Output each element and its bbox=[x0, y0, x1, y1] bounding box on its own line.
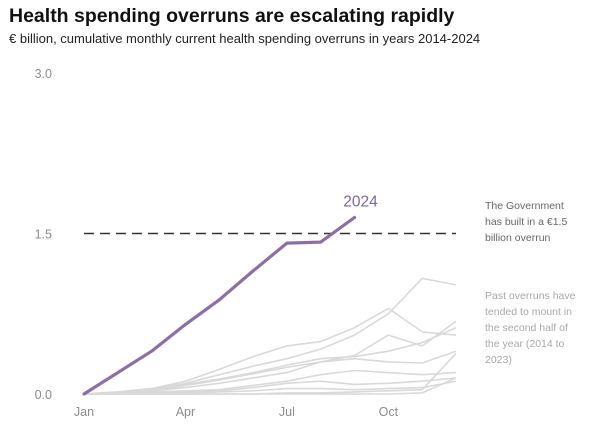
x-tick-label: Apr bbox=[176, 405, 195, 419]
past-year-line bbox=[83, 307, 457, 395]
past-year-line bbox=[84, 377, 457, 395]
past-year-line bbox=[83, 350, 457, 395]
annotation-line: 2023) bbox=[485, 354, 512, 366]
x-tick-label: Jan bbox=[74, 405, 94, 419]
chart-title: Health spending overruns are escalating … bbox=[9, 5, 455, 27]
y-axis: 0.0 1.5 3.0 bbox=[35, 67, 52, 402]
past-year-line bbox=[83, 277, 457, 395]
highlight-series-group: 2024 bbox=[82, 193, 378, 396]
annotation-line: The Government bbox=[485, 200, 564, 212]
annotation-line: billion overrun bbox=[485, 232, 551, 244]
y-tick-label: 3.0 bbox=[35, 67, 52, 81]
annotations: The Government has built in a €1.5 billion… bbox=[485, 200, 576, 366]
series-2024-label: 2024 bbox=[343, 193, 378, 210]
chart-subtitle: € billion, cumulative monthly current he… bbox=[9, 31, 481, 46]
annotation-line: Past overruns have bbox=[485, 290, 576, 302]
annotation-line: has built in a €1.5 bbox=[485, 216, 567, 228]
y-tick-label: 0.0 bbox=[35, 388, 52, 402]
past-year-line bbox=[83, 326, 457, 395]
annotation-line: tended to mount in bbox=[485, 306, 572, 318]
y-tick-label: 1.5 bbox=[35, 228, 52, 242]
past-years-series-group bbox=[83, 277, 457, 395]
x-tick-label: Oct bbox=[379, 405, 399, 419]
past-year-line bbox=[84, 377, 457, 395]
past-year-line bbox=[84, 380, 457, 395]
x-axis: Jan Apr Jul Oct bbox=[74, 405, 399, 419]
annotation-line: the year (2014 to bbox=[485, 338, 565, 350]
series-2024-line bbox=[82, 215, 357, 396]
x-tick-label: Jul bbox=[279, 405, 295, 419]
annotation-line: the second half of bbox=[485, 322, 568, 334]
